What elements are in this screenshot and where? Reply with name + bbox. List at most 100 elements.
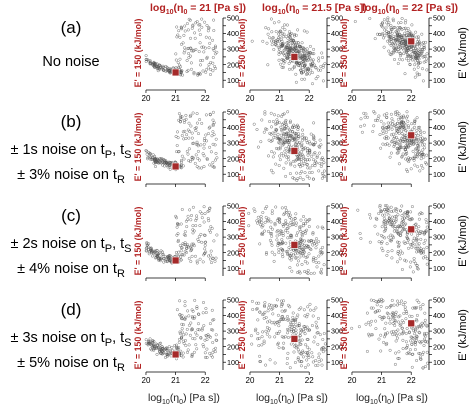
data-point bbox=[289, 221, 293, 224]
data-point bbox=[270, 43, 274, 47]
data-point bbox=[263, 301, 267, 304]
data-point bbox=[276, 241, 280, 245]
data-point bbox=[215, 339, 219, 342]
data-point bbox=[283, 317, 287, 321]
data-point bbox=[267, 329, 271, 333]
data-point bbox=[403, 31, 407, 35]
data-point bbox=[405, 138, 409, 142]
data-point bbox=[178, 35, 182, 39]
data-point bbox=[374, 300, 378, 304]
data-point bbox=[292, 327, 296, 330]
data-point bbox=[189, 61, 193, 65]
data-point bbox=[393, 143, 397, 147]
data-point bbox=[185, 327, 189, 331]
data-point bbox=[299, 54, 303, 58]
data-point bbox=[321, 173, 325, 177]
data-point bbox=[302, 222, 305, 226]
data-point bbox=[166, 353, 170, 357]
data-point bbox=[387, 21, 391, 24]
data-point bbox=[281, 50, 285, 54]
data-point bbox=[299, 251, 302, 255]
data-point bbox=[415, 298, 419, 302]
data-point bbox=[382, 315, 386, 319]
data-point bbox=[148, 62, 152, 66]
data-point bbox=[292, 344, 296, 348]
data-point bbox=[390, 215, 394, 219]
data-point bbox=[392, 144, 396, 148]
data-point bbox=[422, 251, 425, 255]
data-point bbox=[299, 229, 303, 233]
data-point bbox=[190, 131, 194, 135]
data-point bbox=[194, 142, 198, 146]
data-point bbox=[414, 226, 418, 230]
data-point bbox=[306, 158, 310, 162]
data-point bbox=[183, 46, 187, 50]
data-point bbox=[283, 23, 286, 27]
data-point bbox=[424, 218, 428, 222]
data-point bbox=[264, 215, 268, 219]
data-point bbox=[151, 153, 155, 157]
data-point bbox=[406, 49, 410, 52]
data-point bbox=[369, 306, 373, 310]
data-point bbox=[174, 251, 178, 254]
data-point bbox=[404, 134, 408, 138]
data-point bbox=[215, 233, 219, 237]
data-point bbox=[394, 351, 398, 355]
data-point bbox=[286, 236, 290, 240]
data-point bbox=[202, 154, 206, 158]
data-point bbox=[305, 345, 309, 349]
data-point bbox=[286, 251, 290, 255]
data-point bbox=[417, 242, 421, 246]
data-point bbox=[398, 143, 401, 147]
data-point bbox=[311, 314, 315, 318]
data-point bbox=[385, 21, 389, 25]
data-point bbox=[197, 328, 201, 332]
data-point bbox=[414, 152, 418, 156]
data-point bbox=[374, 327, 378, 331]
data-point bbox=[305, 72, 309, 76]
data-point bbox=[275, 320, 279, 324]
data-point bbox=[415, 239, 419, 243]
data-point bbox=[386, 250, 390, 254]
data-point bbox=[183, 241, 187, 245]
data-point bbox=[377, 212, 381, 215]
y-tick-label: 500 bbox=[433, 202, 445, 211]
data-point bbox=[296, 324, 299, 328]
data-point bbox=[265, 332, 269, 336]
data-point bbox=[280, 238, 284, 242]
data-point bbox=[383, 34, 387, 38]
data-point bbox=[397, 232, 400, 236]
data-point bbox=[255, 219, 259, 223]
data-point bbox=[181, 73, 185, 77]
data-point bbox=[413, 329, 417, 333]
data-point bbox=[416, 65, 420, 69]
data-point bbox=[417, 141, 421, 145]
data-point bbox=[281, 240, 284, 244]
data-point bbox=[407, 46, 411, 50]
data-point bbox=[299, 150, 303, 154]
data-point bbox=[413, 59, 417, 63]
data-point bbox=[276, 114, 280, 118]
data-point bbox=[214, 256, 218, 260]
scatter-points bbox=[249, 298, 327, 370]
data-point bbox=[298, 342, 302, 346]
data-point bbox=[297, 324, 301, 328]
data-point bbox=[314, 240, 318, 244]
data-point bbox=[402, 48, 406, 52]
data-point bbox=[287, 213, 291, 217]
y-tick-label: 100 bbox=[227, 358, 239, 367]
data-point bbox=[273, 361, 277, 365]
data-point bbox=[297, 322, 301, 326]
data-point bbox=[203, 233, 207, 237]
data-point bbox=[381, 131, 385, 135]
data-point bbox=[287, 33, 291, 37]
panel-energy-label: E' = 250 (kJ/mol) bbox=[237, 19, 247, 88]
data-point bbox=[148, 337, 152, 341]
data-point bbox=[179, 222, 183, 226]
data-point bbox=[383, 127, 387, 131]
data-point bbox=[281, 346, 285, 350]
data-point bbox=[204, 355, 207, 359]
data-point bbox=[277, 58, 281, 62]
y-tick-label: 300 bbox=[433, 233, 445, 242]
